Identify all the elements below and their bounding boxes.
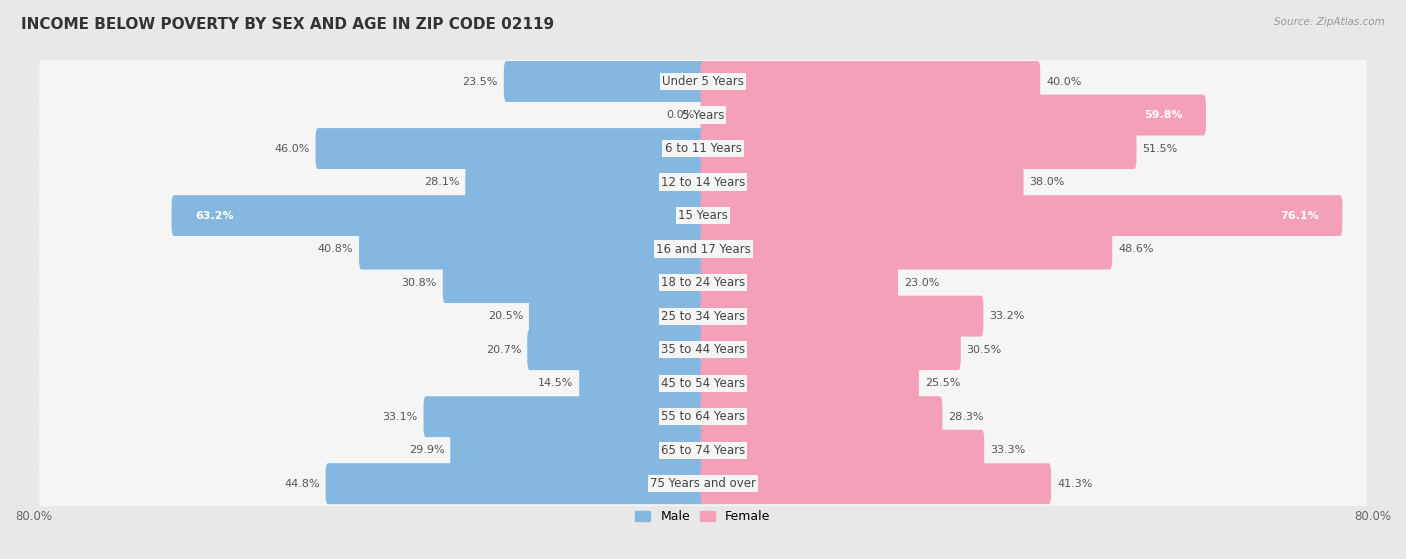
Text: 28.3%: 28.3% <box>948 411 984 421</box>
Text: 5 Years: 5 Years <box>682 108 724 121</box>
Text: 29.9%: 29.9% <box>409 445 444 455</box>
Text: 46.0%: 46.0% <box>274 144 309 154</box>
Text: 33.3%: 33.3% <box>990 445 1025 455</box>
FancyBboxPatch shape <box>39 343 1367 423</box>
Text: 28.1%: 28.1% <box>425 177 460 187</box>
FancyBboxPatch shape <box>39 75 1367 155</box>
FancyBboxPatch shape <box>39 443 1367 524</box>
FancyBboxPatch shape <box>39 276 1367 356</box>
FancyBboxPatch shape <box>465 162 706 202</box>
FancyBboxPatch shape <box>359 229 706 269</box>
FancyBboxPatch shape <box>39 243 1367 323</box>
FancyBboxPatch shape <box>700 262 898 303</box>
Text: 14.5%: 14.5% <box>538 378 574 388</box>
Text: 16 and 17 Years: 16 and 17 Years <box>655 243 751 255</box>
Legend: Male, Female: Male, Female <box>630 505 776 528</box>
Text: INCOME BELOW POVERTY BY SEX AND AGE IN ZIP CODE 02119: INCOME BELOW POVERTY BY SEX AND AGE IN Z… <box>21 17 554 32</box>
FancyBboxPatch shape <box>39 41 1367 122</box>
Text: 6 to 11 Years: 6 to 11 Years <box>665 142 741 155</box>
FancyBboxPatch shape <box>700 162 1024 202</box>
FancyBboxPatch shape <box>700 61 1040 102</box>
Text: 23.5%: 23.5% <box>463 77 498 87</box>
FancyBboxPatch shape <box>39 209 1367 290</box>
FancyBboxPatch shape <box>326 463 706 504</box>
FancyBboxPatch shape <box>443 262 706 303</box>
Text: 33.1%: 33.1% <box>382 411 418 421</box>
FancyBboxPatch shape <box>315 128 706 169</box>
FancyBboxPatch shape <box>39 410 1367 490</box>
FancyBboxPatch shape <box>39 108 1367 189</box>
FancyBboxPatch shape <box>529 296 706 337</box>
Text: 0.0%: 0.0% <box>666 110 695 120</box>
Text: 45 to 54 Years: 45 to 54 Years <box>661 377 745 390</box>
FancyBboxPatch shape <box>700 195 1343 236</box>
FancyBboxPatch shape <box>700 229 1112 269</box>
FancyBboxPatch shape <box>39 142 1367 222</box>
FancyBboxPatch shape <box>423 396 706 437</box>
FancyBboxPatch shape <box>700 296 983 337</box>
Text: 33.2%: 33.2% <box>990 311 1025 321</box>
FancyBboxPatch shape <box>700 363 920 404</box>
FancyBboxPatch shape <box>700 94 1206 135</box>
FancyBboxPatch shape <box>700 128 1136 169</box>
Text: 40.0%: 40.0% <box>1046 77 1081 87</box>
Text: Under 5 Years: Under 5 Years <box>662 75 744 88</box>
Text: 18 to 24 Years: 18 to 24 Years <box>661 276 745 289</box>
Text: 12 to 14 Years: 12 to 14 Years <box>661 176 745 188</box>
Text: 30.8%: 30.8% <box>402 278 437 288</box>
Text: 76.1%: 76.1% <box>1281 211 1319 221</box>
Text: 59.8%: 59.8% <box>1144 110 1182 120</box>
Text: 44.8%: 44.8% <box>284 479 319 489</box>
FancyBboxPatch shape <box>700 463 1052 504</box>
Text: 38.0%: 38.0% <box>1029 177 1064 187</box>
FancyBboxPatch shape <box>39 376 1367 457</box>
Text: 25.5%: 25.5% <box>925 378 960 388</box>
FancyBboxPatch shape <box>700 430 984 471</box>
Text: 30.5%: 30.5% <box>966 345 1002 354</box>
Text: 20.5%: 20.5% <box>488 311 523 321</box>
FancyBboxPatch shape <box>503 61 706 102</box>
Text: 41.3%: 41.3% <box>1057 479 1092 489</box>
Text: 63.2%: 63.2% <box>195 211 233 221</box>
Text: 55 to 64 Years: 55 to 64 Years <box>661 410 745 423</box>
FancyBboxPatch shape <box>39 176 1367 256</box>
Text: 65 to 74 Years: 65 to 74 Years <box>661 444 745 457</box>
FancyBboxPatch shape <box>700 329 960 370</box>
FancyBboxPatch shape <box>700 396 942 437</box>
Text: 51.5%: 51.5% <box>1142 144 1178 154</box>
Text: 23.0%: 23.0% <box>904 278 939 288</box>
Text: Source: ZipAtlas.com: Source: ZipAtlas.com <box>1274 17 1385 27</box>
Text: 20.7%: 20.7% <box>486 345 522 354</box>
Text: 40.8%: 40.8% <box>318 244 353 254</box>
FancyBboxPatch shape <box>527 329 706 370</box>
FancyBboxPatch shape <box>450 430 706 471</box>
FancyBboxPatch shape <box>39 310 1367 390</box>
Text: 15 Years: 15 Years <box>678 209 728 222</box>
Text: 25 to 34 Years: 25 to 34 Years <box>661 310 745 323</box>
Text: 48.6%: 48.6% <box>1118 244 1153 254</box>
Text: 35 to 44 Years: 35 to 44 Years <box>661 343 745 356</box>
Text: 75 Years and over: 75 Years and over <box>650 477 756 490</box>
FancyBboxPatch shape <box>579 363 706 404</box>
FancyBboxPatch shape <box>172 195 706 236</box>
